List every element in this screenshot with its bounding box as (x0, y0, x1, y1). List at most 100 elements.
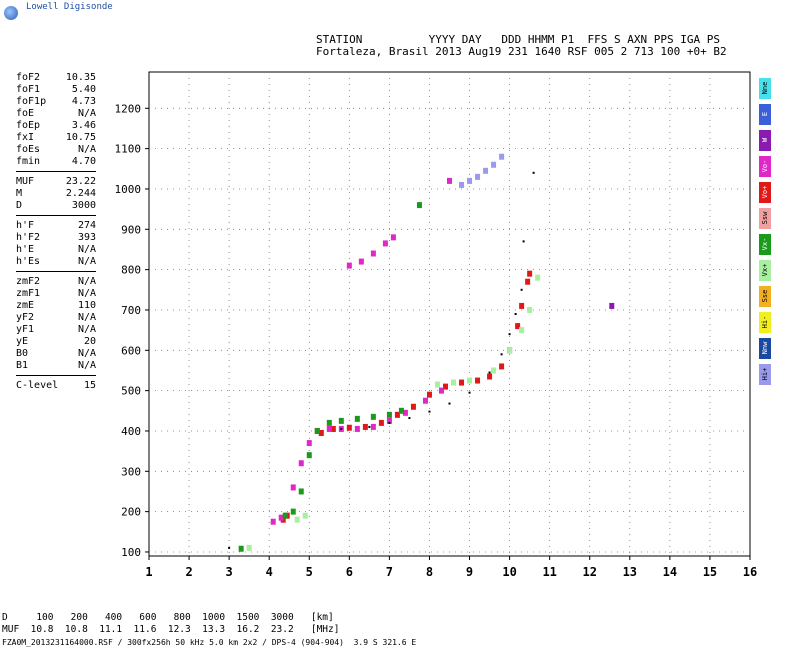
y-tick-label: 1200 (115, 102, 142, 115)
data-point-vx (527, 306, 533, 313)
data-point-vo (519, 302, 525, 309)
y-tick-label: 400 (121, 425, 141, 438)
x-tick-label: 2 (185, 565, 192, 579)
y-tick-label: 900 (121, 223, 141, 236)
param-value: 2.244 (65, 188, 96, 199)
data-point-vo (298, 460, 304, 467)
param-value: N/A (77, 108, 96, 119)
data-point-model (468, 391, 471, 394)
data-point-vx (467, 377, 473, 384)
data-point-vx (314, 427, 320, 434)
header-values: Fortaleza, Brasil 2013 Aug19 231 1640 RS… (316, 45, 727, 58)
data-point-vo (447, 177, 452, 184)
param-row: foEp 3.46 (16, 120, 96, 132)
header-labels: STATION YYYY DAY DDD HHMM P1 FFS S AXN P… (316, 33, 720, 46)
param-value: N/A (77, 360, 96, 371)
data-point-vo (330, 425, 336, 432)
param-row: foE N/A (16, 108, 96, 120)
data-point-vo (326, 425, 332, 432)
param-row: C-level 15 (16, 380, 96, 392)
data-point-vx (519, 327, 525, 334)
param-value: 4.70 (71, 156, 96, 167)
param-row: h'F2 393 (16, 232, 96, 244)
param-label: yF2 (16, 312, 35, 323)
param-row: foF2 10.35 (16, 72, 96, 84)
legend-item: Vx+ (759, 260, 771, 281)
data-point-vo (475, 377, 481, 384)
data-point-model (532, 171, 535, 174)
y-tick-label: 500 (121, 385, 141, 398)
param-row: yF2 N/A (16, 312, 96, 324)
param-row: h'E N/A (16, 244, 96, 256)
data-point-vx (354, 415, 360, 422)
x-tick-label: 7 (386, 565, 393, 579)
data-point-vx (290, 508, 296, 515)
x-tick-label: 12 (583, 565, 597, 579)
legend-label: Vx+ (761, 263, 769, 277)
lowell-logo: Lowell Digisonde (4, 2, 224, 24)
param-value: N/A (77, 324, 96, 335)
data-point-hi (499, 153, 505, 160)
logo-text: Lowell Digisonde (26, 2, 113, 12)
param-label: foE (16, 108, 35, 119)
legend-item: Vo+ (759, 182, 771, 203)
param-separator (16, 215, 96, 216)
data-point-w (609, 302, 615, 309)
data-point-vo (382, 240, 388, 247)
data-point-vo (499, 363, 505, 370)
param-row: zmF2 N/A (16, 276, 96, 288)
data-point-vx (434, 381, 440, 388)
param-row: M 2.244 (16, 188, 96, 200)
data-point-vx (302, 512, 308, 519)
param-row: h'Es N/A (16, 256, 96, 268)
legend-item: Hi+ (759, 364, 771, 385)
x-tick-label: 6 (346, 565, 353, 579)
data-point-vo (527, 270, 533, 277)
globe-icon (4, 6, 18, 20)
param-label: foF1 (16, 84, 41, 95)
param-label: foEp (16, 120, 41, 131)
data-point-vx (451, 379, 457, 386)
data-point-model (408, 417, 411, 420)
x-tick-label: 11 (542, 565, 556, 579)
data-point-model (448, 402, 451, 405)
legend-item: Ssw (759, 208, 771, 229)
plot-frame (148, 71, 751, 557)
legend-item: E (759, 104, 771, 125)
y-tick-label: 700 (121, 304, 141, 317)
data-point-vo (346, 424, 352, 431)
data-point-vo (410, 403, 416, 410)
data-point-hi (475, 173, 481, 180)
y-tick-label: 200 (121, 506, 141, 519)
legend-label: W (761, 137, 769, 143)
data-point-hi (491, 161, 497, 168)
data-point-model (228, 546, 231, 549)
legend-label: Nne (761, 81, 769, 95)
y-tick-label: 600 (121, 344, 141, 357)
y-tick-label: 1000 (115, 183, 142, 196)
legend-label: E (761, 111, 769, 117)
data-point-vx (535, 274, 541, 281)
y-tick-label: 300 (121, 465, 141, 478)
param-row: D 3000 (16, 200, 96, 212)
legend-label: Nnw (761, 341, 769, 355)
param-row: zmE 110 (16, 300, 96, 312)
x-tick-label: 4 (266, 565, 273, 579)
data-point-vx (326, 419, 332, 426)
legend-label: Hi- (761, 315, 769, 329)
data-point-vx (507, 347, 513, 354)
data-point-vo (515, 323, 521, 330)
data-point-vo (438, 387, 444, 394)
data-point-vo (318, 429, 324, 436)
legend-item: W (759, 130, 771, 151)
param-value: N/A (77, 348, 96, 359)
data-point-vx (416, 202, 422, 209)
data-point-vo (378, 419, 384, 426)
data-point-vo (390, 234, 396, 241)
data-point-model (340, 427, 343, 430)
muf-table: D 100 200 400 600 800 1000 1500 3000 [km… (2, 612, 339, 636)
data-point-hi (459, 181, 465, 188)
data-point-vo (525, 278, 531, 285)
data-point-vo (386, 417, 392, 424)
param-label: MUF (16, 176, 35, 187)
